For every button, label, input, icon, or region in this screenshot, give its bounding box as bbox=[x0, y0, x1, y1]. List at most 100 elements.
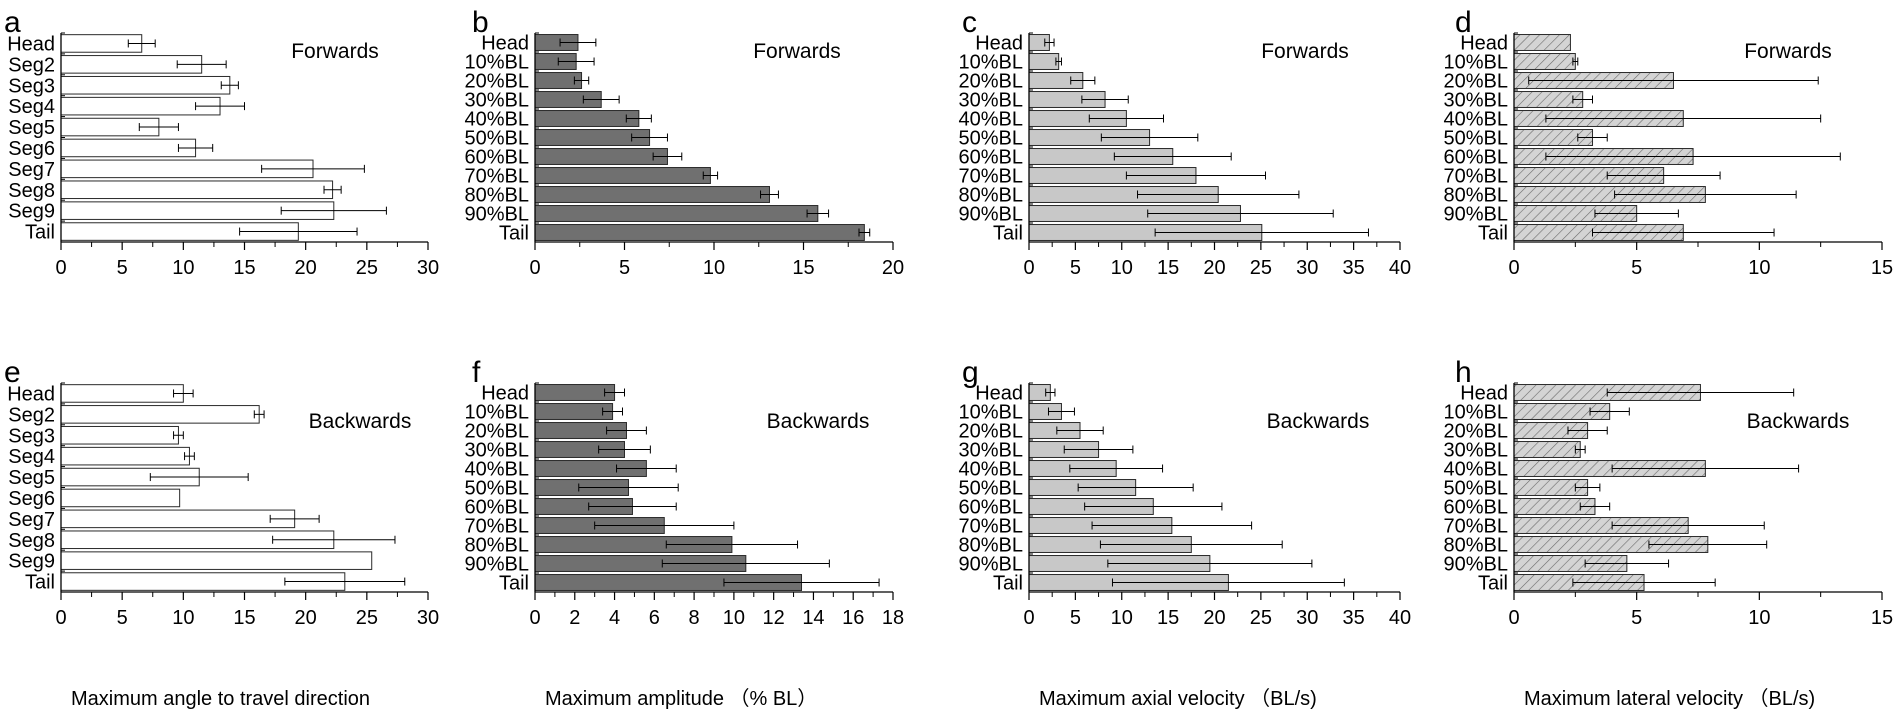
category-label-e-Seg4: Seg4 bbox=[8, 446, 55, 468]
category-label-f-20%BL: 20%BL bbox=[465, 421, 530, 443]
x-tick-label-h-15: 15 bbox=[1871, 607, 1893, 629]
bar-e-Seg6 bbox=[60, 488, 181, 508]
x-tick-label-f-8: 8 bbox=[689, 607, 700, 629]
category-label-f-50%BL: 50%BL bbox=[465, 478, 530, 500]
bar-e-Seg3 bbox=[60, 425, 179, 445]
x-tick-label-g-25: 25 bbox=[1250, 607, 1272, 629]
x-tick-label-g-30: 30 bbox=[1296, 607, 1318, 629]
category-label-c-Head: Head bbox=[975, 33, 1023, 55]
x-tick-label-f-2: 2 bbox=[569, 607, 580, 629]
category-label-d-40%BL: 40%BL bbox=[1444, 109, 1509, 131]
category-label-f-70%BL: 70%BL bbox=[465, 516, 530, 538]
x-tick-label-c-40: 40 bbox=[1389, 257, 1411, 279]
x-tick-label-c-5: 5 bbox=[1070, 257, 1081, 279]
x-tick-label-c-10: 10 bbox=[1111, 257, 1133, 279]
x-tick-label-b-5: 5 bbox=[619, 257, 630, 279]
category-label-d-80%BL: 80%BL bbox=[1444, 185, 1509, 207]
bar-c-10%BL bbox=[1028, 53, 1060, 70]
x-tick-label-d-5: 5 bbox=[1631, 257, 1642, 279]
category-label-c-20%BL: 20%BL bbox=[959, 71, 1024, 93]
category-label-d-30%BL: 30%BL bbox=[1444, 90, 1509, 112]
x-tick-label-e-20: 20 bbox=[295, 607, 317, 629]
category-label-e-Seg9: Seg9 bbox=[8, 551, 55, 573]
bar-f-10%BL bbox=[534, 403, 614, 420]
x-tick-label-f-14: 14 bbox=[802, 607, 824, 629]
panel-letter-a: a bbox=[4, 6, 21, 39]
direction-label-c: Forwards bbox=[1261, 40, 1349, 63]
bar-e-Seg9 bbox=[60, 551, 373, 570]
x-axis-title-e: Maximum angle to travel direction bbox=[71, 688, 370, 710]
category-label-h-40%BL: 40%BL bbox=[1444, 459, 1509, 481]
bar-d-10%BL bbox=[1513, 53, 1576, 70]
category-label-f-90%BL: 90%BL bbox=[465, 554, 530, 576]
x-tick-label-f-4: 4 bbox=[609, 607, 620, 629]
category-label-h-Tail: Tail bbox=[1478, 573, 1508, 595]
x-tick-label-a-30: 30 bbox=[417, 257, 439, 279]
category-label-b-50%BL: 50%BL bbox=[465, 128, 530, 150]
x-tick-label-a-20: 20 bbox=[295, 257, 317, 279]
bar-b-80%BL bbox=[534, 186, 770, 203]
panel-letter-f: f bbox=[472, 356, 481, 389]
category-label-b-Tail: Tail bbox=[499, 223, 529, 245]
category-label-g-90%BL: 90%BL bbox=[959, 554, 1024, 576]
x-tick-label-d-0: 0 bbox=[1508, 257, 1519, 279]
category-label-c-40%BL: 40%BL bbox=[959, 109, 1024, 131]
category-label-e-Tail: Tail bbox=[25, 572, 55, 594]
category-label-g-10%BL: 10%BL bbox=[959, 402, 1024, 424]
bar-a-Seg6 bbox=[60, 138, 197, 158]
category-label-b-30%BL: 30%BL bbox=[465, 90, 530, 112]
category-label-a-Tail: Tail bbox=[25, 222, 55, 244]
x-tick-label-g-40: 40 bbox=[1389, 607, 1411, 629]
panel-letter-b: b bbox=[472, 6, 489, 39]
category-label-c-90%BL: 90%BL bbox=[959, 204, 1024, 226]
bar-d-Head bbox=[1513, 34, 1571, 51]
category-label-d-60%BL: 60%BL bbox=[1444, 147, 1509, 169]
category-label-f-60%BL: 60%BL bbox=[465, 497, 530, 519]
category-label-d-Tail: Tail bbox=[1478, 223, 1508, 245]
category-label-f-80%BL: 80%BL bbox=[465, 535, 530, 557]
direction-label-h: Backwards bbox=[1747, 410, 1850, 433]
x-tick-label-h-10: 10 bbox=[1748, 607, 1770, 629]
x-tick-label-e-10: 10 bbox=[172, 607, 194, 629]
panel-letter-d: d bbox=[1455, 6, 1472, 39]
bar-f-Head bbox=[534, 384, 616, 401]
x-tick-label-b-10: 10 bbox=[703, 257, 725, 279]
category-label-h-90%BL: 90%BL bbox=[1444, 554, 1509, 576]
category-label-a-Seg3: Seg3 bbox=[8, 75, 55, 97]
bar-h-30%BL bbox=[1513, 441, 1581, 458]
x-tick-label-c-0: 0 bbox=[1023, 257, 1034, 279]
bar-a-Seg3 bbox=[60, 75, 231, 95]
category-label-e-Seg8: Seg8 bbox=[8, 530, 55, 552]
category-label-c-10%BL: 10%BL bbox=[959, 52, 1024, 74]
category-label-a-Seg9: Seg9 bbox=[8, 201, 55, 223]
x-tick-label-e-30: 30 bbox=[417, 607, 439, 629]
category-label-h-60%BL: 60%BL bbox=[1444, 497, 1509, 519]
x-tick-label-e-5: 5 bbox=[117, 607, 128, 629]
category-label-a-Seg2: Seg2 bbox=[8, 54, 55, 76]
panel-letter-g: g bbox=[962, 356, 979, 389]
category-label-h-30%BL: 30%BL bbox=[1444, 440, 1509, 462]
x-tick-label-a-5: 5 bbox=[117, 257, 128, 279]
category-label-f-10%BL: 10%BL bbox=[465, 402, 530, 424]
category-label-h-70%BL: 70%BL bbox=[1444, 516, 1509, 538]
category-label-d-90%BL: 90%BL bbox=[1444, 204, 1509, 226]
category-label-g-70%BL: 70%BL bbox=[959, 516, 1024, 538]
direction-label-a: Forwards bbox=[291, 40, 379, 63]
bar-b-Tail bbox=[534, 224, 865, 241]
direction-label-g: Backwards bbox=[1267, 410, 1370, 433]
x-axis-title-h: Maximum lateral velocity （BL/s) bbox=[1524, 687, 1815, 710]
x-tick-label-a-15: 15 bbox=[233, 257, 255, 279]
x-tick-label-c-25: 25 bbox=[1250, 257, 1272, 279]
category-label-b-Head: Head bbox=[481, 33, 529, 55]
category-label-e-Seg6: Seg6 bbox=[8, 488, 55, 510]
x-tick-label-a-0: 0 bbox=[55, 257, 66, 279]
x-tick-label-b-15: 15 bbox=[792, 257, 814, 279]
x-tick-label-a-10: 10 bbox=[172, 257, 194, 279]
category-label-g-50%BL: 50%BL bbox=[959, 478, 1024, 500]
category-label-b-20%BL: 20%BL bbox=[465, 71, 530, 93]
category-label-b-40%BL: 40%BL bbox=[465, 109, 530, 131]
category-label-h-Head: Head bbox=[1460, 383, 1508, 405]
x-tick-label-c-30: 30 bbox=[1296, 257, 1318, 279]
x-tick-label-f-18: 18 bbox=[882, 607, 904, 629]
category-label-c-80%BL: 80%BL bbox=[959, 185, 1024, 207]
